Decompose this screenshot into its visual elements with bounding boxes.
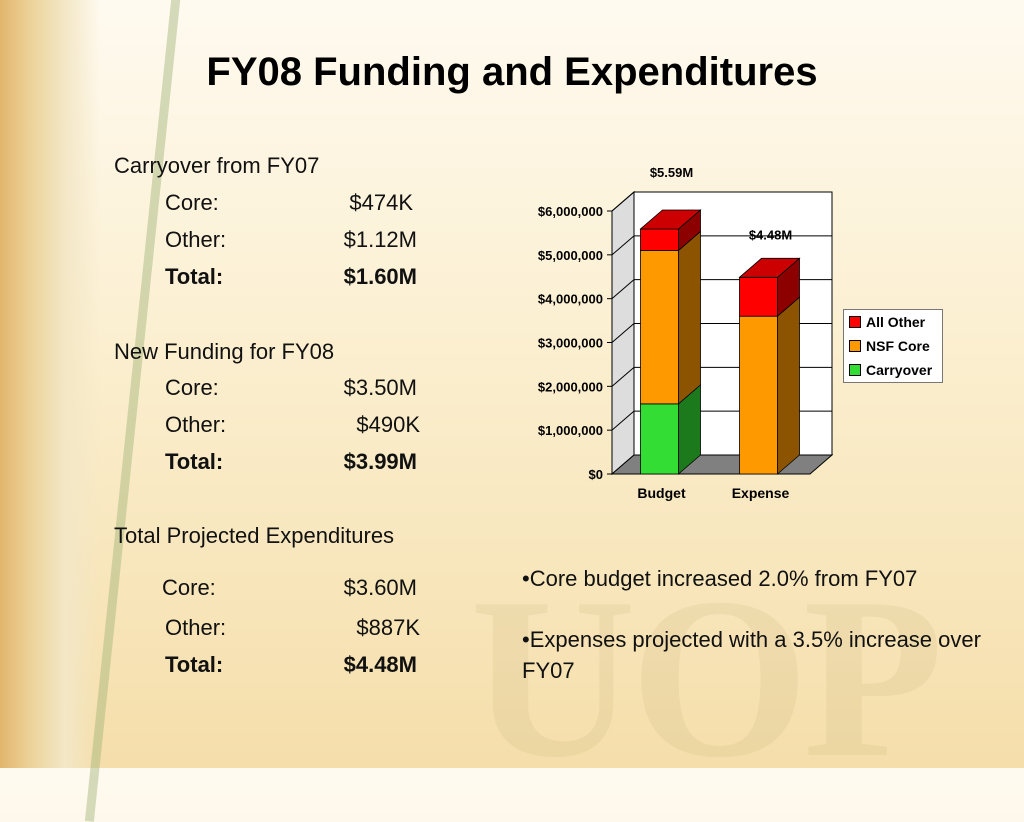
legend-swatch bbox=[849, 340, 861, 352]
y-tick-label: $1,000,000 bbox=[538, 423, 603, 438]
row-value: $3.99M bbox=[343, 449, 417, 474]
new-funding-heading: New Funding for FY08 bbox=[114, 339, 335, 364]
bar-all-other bbox=[739, 276, 778, 317]
row-label: Total: bbox=[165, 652, 224, 677]
legend-label: All Other bbox=[866, 314, 926, 330]
row-value: $1.12M bbox=[343, 227, 417, 252]
row-value: $4.48M bbox=[343, 652, 417, 677]
y-tick-label: $0 bbox=[589, 467, 603, 482]
legend-item-all-other: All Other bbox=[849, 314, 925, 334]
y-tick-label: $5,000,000 bbox=[538, 248, 603, 263]
expenditures-core-row: Core: $3.60M bbox=[162, 575, 417, 603]
row-value: $3.50M bbox=[343, 375, 417, 400]
category-label: Expense bbox=[732, 485, 790, 501]
expenditures-other-row: Other: $887K bbox=[165, 615, 420, 643]
bar-side-nsf-core bbox=[777, 296, 800, 475]
row-value: $3.60M bbox=[343, 575, 417, 600]
expenditures-heading: Total Projected Expenditures bbox=[114, 523, 395, 548]
bullet-expenses-projected: •Expenses projected with a 3.5% increase… bbox=[522, 627, 981, 683]
bar-top bbox=[738, 257, 801, 278]
y-tick-label: $2,000,000 bbox=[538, 379, 603, 394]
background-band bbox=[0, 0, 100, 768]
carryover-total-row: Total: $1.60M bbox=[165, 264, 417, 292]
chart-legend: All Other NSF Core Carryover bbox=[843, 309, 943, 383]
stacked-bar-chart: $0 $1,000,000 $2,000,000 $3,000,000 $4,000,0… bbox=[538, 165, 834, 501]
legend-swatch bbox=[849, 364, 861, 376]
legend-item-carryover: Carryover bbox=[849, 362, 932, 382]
gridline bbox=[611, 191, 832, 212]
row-label: Total: bbox=[165, 264, 224, 289]
new-funding-other-row: Other: $490K bbox=[165, 412, 420, 440]
row-label: Other: bbox=[165, 227, 227, 252]
y-tick-label: $3,000,000 bbox=[538, 336, 603, 351]
row-label: Core: bbox=[162, 575, 216, 600]
gridline bbox=[611, 235, 832, 256]
legend-swatch bbox=[849, 316, 861, 328]
row-label: Core: bbox=[165, 375, 219, 400]
expenditures-total-row: Total: $4.48M bbox=[165, 652, 417, 680]
bar-all-other bbox=[640, 228, 679, 251]
category-label: Budget bbox=[637, 485, 686, 501]
new-funding-total-row: Total: $3.99M bbox=[165, 449, 417, 477]
row-label: Total: bbox=[165, 449, 224, 474]
bar-side-nsf-core bbox=[678, 230, 701, 405]
row-label: Other: bbox=[165, 615, 227, 640]
legend-item-nsf-core: NSF Core bbox=[849, 338, 930, 358]
row-value: $1.60M bbox=[343, 264, 417, 289]
row-value: $490K bbox=[356, 412, 420, 437]
legend-label: Carryover bbox=[866, 362, 933, 378]
carryover-heading: Carryover from FY07 bbox=[114, 153, 320, 178]
y-tick-label: $4,000,000 bbox=[538, 292, 603, 307]
legend-label: NSF Core bbox=[866, 338, 930, 354]
bar-carryover bbox=[640, 403, 679, 475]
data-label: $5.59M bbox=[650, 165, 693, 180]
bar-nsf-core bbox=[739, 315, 778, 475]
row-label: Core: bbox=[165, 190, 219, 215]
y-tick-label: $6,000,000 bbox=[538, 204, 603, 219]
bullet-core-budget: •Core budget increased 2.0% from FY07 bbox=[522, 566, 918, 591]
bar-top bbox=[639, 209, 702, 230]
row-value: $887K bbox=[356, 615, 420, 640]
carryover-core-row: Core: $474K bbox=[165, 190, 413, 218]
row-label: Other: bbox=[165, 412, 227, 437]
bar-nsf-core bbox=[640, 250, 679, 405]
carryover-other-row: Other: $1.12M bbox=[165, 227, 417, 255]
new-funding-core-row: Core: $3.50M bbox=[165, 375, 417, 403]
row-value: $474K bbox=[349, 190, 413, 215]
uop-watermark: UOP bbox=[470, 550, 943, 805]
data-label: $4.48M bbox=[749, 227, 792, 242]
slide-title: FY08 Funding and Expenditures bbox=[206, 50, 818, 94]
